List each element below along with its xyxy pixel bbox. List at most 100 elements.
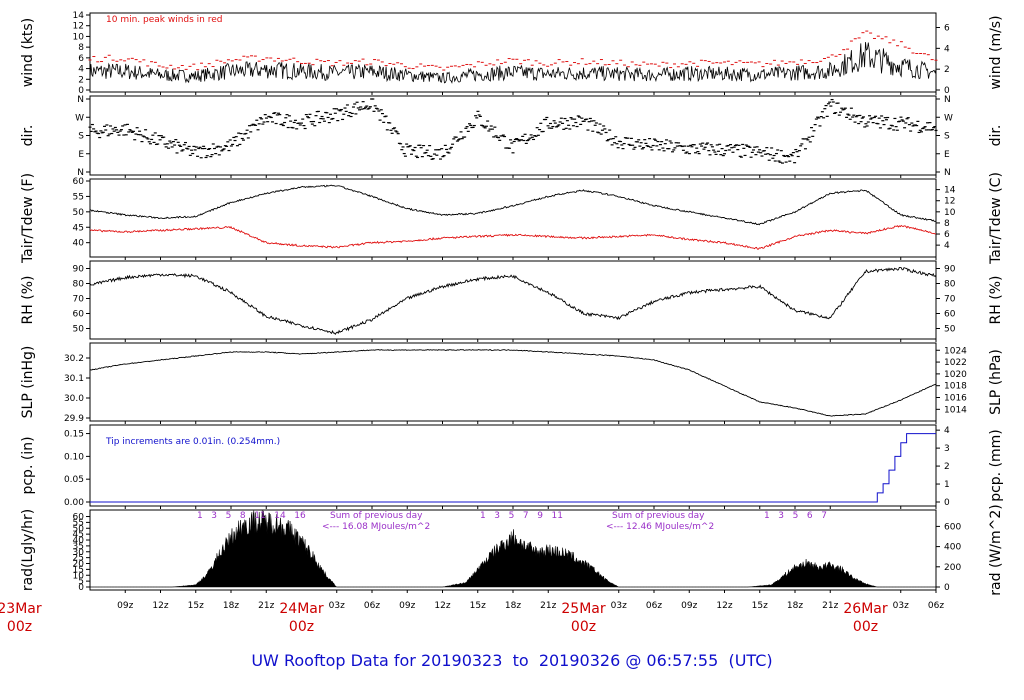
- pcp-ytick-label-left: 0.00: [64, 498, 84, 508]
- rh-ytick-label-right: 50: [944, 325, 956, 335]
- slp-line: [89, 349, 937, 417]
- rad-hour-marks-day1: 1 3 5 8 11 14 16: [197, 511, 306, 521]
- rad-ytick-label-left: 55: [73, 518, 84, 528]
- slp-ytick-label-right: 1022: [944, 358, 967, 368]
- time-tick-label: 18z: [505, 601, 521, 611]
- slp-ytick-label-right: 1024: [944, 346, 967, 356]
- pcp-ytick-label-right: 3: [944, 444, 950, 454]
- slp-ytick-label-right: 1018: [944, 382, 967, 392]
- rad-ytick-label-left: 40: [73, 536, 85, 546]
- temp-ytick-label-right: 8: [944, 219, 950, 229]
- dir-ytick-label-right: N: [944, 168, 951, 178]
- temp-ylabel-left: Tair/Tdew (F): [20, 173, 36, 264]
- rh-ytick-label-right: 70: [944, 295, 956, 305]
- time-tick-label: 21z: [258, 601, 274, 611]
- chart-title: UW Rooftop Data for 20190323 to 20190326…: [251, 651, 772, 670]
- pcp-ytick-label-left: 0.05: [64, 475, 84, 485]
- date-label: 26Mar: [843, 601, 887, 617]
- dir-ylabel-right: dir.: [988, 125, 1004, 147]
- rad-ytick-label-right: 0: [944, 583, 950, 593]
- rad-ytick-label-left: 15: [73, 565, 84, 575]
- slp-ylabel-left: SLP (inHg): [20, 346, 36, 419]
- rh-line: [89, 267, 937, 335]
- rh-ytick-label-left: 80: [73, 280, 85, 290]
- rad-hour-marks-day3: 1 3 5 6 7: [764, 511, 827, 521]
- dir-ytick-label-left: S: [78, 132, 84, 142]
- wind-peak-marks: [88, 30, 938, 71]
- dir-ytick-label-left: N: [77, 95, 84, 105]
- rad-ytick-label-left: 50: [73, 524, 85, 534]
- dir-frame: [89, 95, 937, 176]
- wind-ytick-label-left: 6: [78, 54, 84, 64]
- wind-ytick-label-left: 2: [78, 75, 84, 85]
- time-tick-label: 06z: [364, 601, 380, 611]
- pcp-line: [90, 433, 936, 503]
- temp-frame: [89, 178, 937, 258]
- time-tick-label: 15z: [752, 601, 768, 611]
- rad-ytick-label-left: 5: [78, 577, 84, 587]
- rad-ytick-label-left: 45: [73, 530, 84, 540]
- temp-ytick-label-left: 40: [73, 239, 85, 249]
- wind-line: [89, 42, 937, 84]
- pcp-note: Tip increments are 0.01in. (0.254mm.): [105, 437, 280, 447]
- wind-ytick-label-left: 14: [73, 11, 85, 21]
- axis-layer: wind (kts) wind (m/s) dir. dir. Tair/Tdew (F…: [0, 11, 1004, 635]
- rad-sum-day1-line2: <--- 16.08 MJoules/m^2: [322, 522, 430, 532]
- temp-ytick-label-right: 4: [944, 241, 950, 251]
- tdew-line: [89, 224, 937, 250]
- date-label: 25Mar: [561, 601, 605, 617]
- time-tick-label: 09z: [681, 601, 697, 611]
- pcp-ytick-label-right: 4: [944, 426, 950, 436]
- pcp-ylabel-left: pcp. (in): [20, 436, 36, 494]
- pcp-ytick-label-right: 0: [944, 498, 950, 508]
- tair-line: [89, 184, 937, 226]
- temp-ylabel-right: Tair/Tdew (C): [988, 172, 1004, 265]
- dir-ylabel-left: dir.: [20, 125, 36, 147]
- time-tick-label: 21z: [822, 601, 838, 611]
- rad-hour-marks-day2: 1 3 5 7 9 11: [480, 511, 563, 521]
- slp-ytick-label-left: 29.9: [64, 414, 84, 424]
- time-tick-label: 21z: [540, 601, 556, 611]
- pcp-ytick-label-left: 0.15: [64, 430, 84, 440]
- rh-ytick-label-left: 60: [73, 310, 85, 320]
- slp-ylabel-right: SLP (hPa): [988, 349, 1004, 415]
- rh-ytick-label-left: 70: [73, 295, 85, 305]
- temp-ytick-label-right: 6: [944, 230, 950, 240]
- slp-ytick-label-right: 1016: [944, 394, 967, 404]
- temp-ytick-label-left: 45: [73, 223, 84, 233]
- dir-ytick-label-left: N: [77, 168, 84, 178]
- rad-ytick-label-right: 400: [944, 543, 961, 553]
- time-tick-label: 06z: [646, 601, 662, 611]
- date-time-label: 00z: [571, 619, 596, 635]
- slp-ytick-label-right: 1020: [944, 370, 967, 380]
- time-tick-label: 15z: [188, 601, 204, 611]
- slp-ytick-label-left: 30.2: [64, 354, 84, 364]
- wind-ytick-label-right: 6: [944, 24, 950, 34]
- rad-area: [90, 510, 936, 588]
- rh-ytick-label-right: 60: [944, 310, 956, 320]
- time-tick-label: 09z: [399, 601, 415, 611]
- time-tick-label: 12z: [434, 601, 450, 611]
- slp-ytick-label-left: 30.0: [64, 394, 84, 404]
- temp-ytick-label-left: 60: [73, 177, 85, 187]
- temp-ytick-label-left: 50: [73, 208, 85, 218]
- rad-ytick-label-left: 25: [73, 554, 84, 564]
- pcp-ylabel-right: pcp. (mm): [988, 429, 1004, 502]
- dir-ytick-label-right: E: [944, 150, 950, 160]
- wind-ylabel-left: wind (kts): [20, 18, 36, 87]
- slp-frame: [89, 342, 937, 422]
- dir-ytick-label-right: N: [944, 95, 951, 105]
- rh-ytick-label-left: 50: [73, 325, 85, 335]
- rh-ylabel-right: RH (%): [988, 276, 1004, 325]
- time-tick-label: 03z: [611, 601, 627, 611]
- rh-ytick-label-right: 90: [944, 265, 956, 275]
- date-time-label: 00z: [7, 619, 32, 635]
- rad-ytick-label-left: 60: [73, 513, 85, 523]
- pcp-ytick-label-right: 1: [944, 480, 950, 490]
- dir-ytick-label-right: S: [944, 132, 950, 142]
- time-tick-label: 09z: [117, 601, 133, 611]
- wind-ytick-label-left: 0: [78, 86, 84, 96]
- time-tick-label: 15z: [470, 601, 486, 611]
- slp-ytick-label-left: 30.1: [64, 374, 84, 384]
- pcp-ytick-label-right: 2: [944, 462, 950, 472]
